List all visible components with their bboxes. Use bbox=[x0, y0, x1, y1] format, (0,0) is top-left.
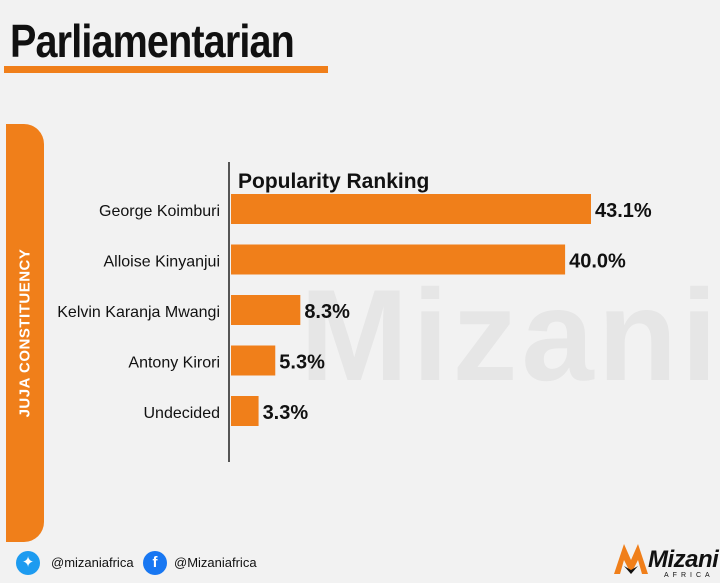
value-label: 43.1% bbox=[595, 200, 652, 222]
facebook-icon[interactable]: f bbox=[143, 551, 167, 575]
title-underline bbox=[4, 66, 328, 73]
chart-title: Popularity Ranking bbox=[238, 170, 429, 193]
mizani-logo-mark bbox=[614, 544, 648, 574]
twitter-handle[interactable]: @mizaniafrica bbox=[51, 555, 134, 570]
value-label: 3.3% bbox=[263, 402, 309, 424]
page-title: Parliamentarian bbox=[10, 15, 295, 67]
mizani-logo-text: Mizani bbox=[648, 546, 719, 573]
bar bbox=[231, 244, 566, 275]
facebook-handle[interactable]: @Mizaniafrica bbox=[174, 555, 257, 570]
mizani-logo-subtext: AFRICA bbox=[664, 572, 714, 579]
watermark: Mizani bbox=[300, 262, 720, 408]
category-label: Alloise Kinyanjui bbox=[103, 254, 220, 271]
bar bbox=[231, 396, 259, 426]
category-label: Undecided bbox=[144, 405, 221, 422]
value-label: 8.3% bbox=[304, 301, 350, 323]
category-label: Kelvin Karanja Mwangi bbox=[57, 304, 220, 321]
bar bbox=[231, 295, 301, 325]
value-label: 5.3% bbox=[279, 352, 325, 374]
bar bbox=[231, 345, 276, 376]
value-label: 40.0% bbox=[569, 251, 626, 273]
twitter-icon[interactable]: ✦ bbox=[16, 551, 40, 575]
bar bbox=[231, 194, 591, 224]
category-label: George Koimburi bbox=[99, 203, 220, 220]
category-label: Antony Kirori bbox=[128, 355, 220, 372]
side-tab bbox=[6, 124, 44, 542]
